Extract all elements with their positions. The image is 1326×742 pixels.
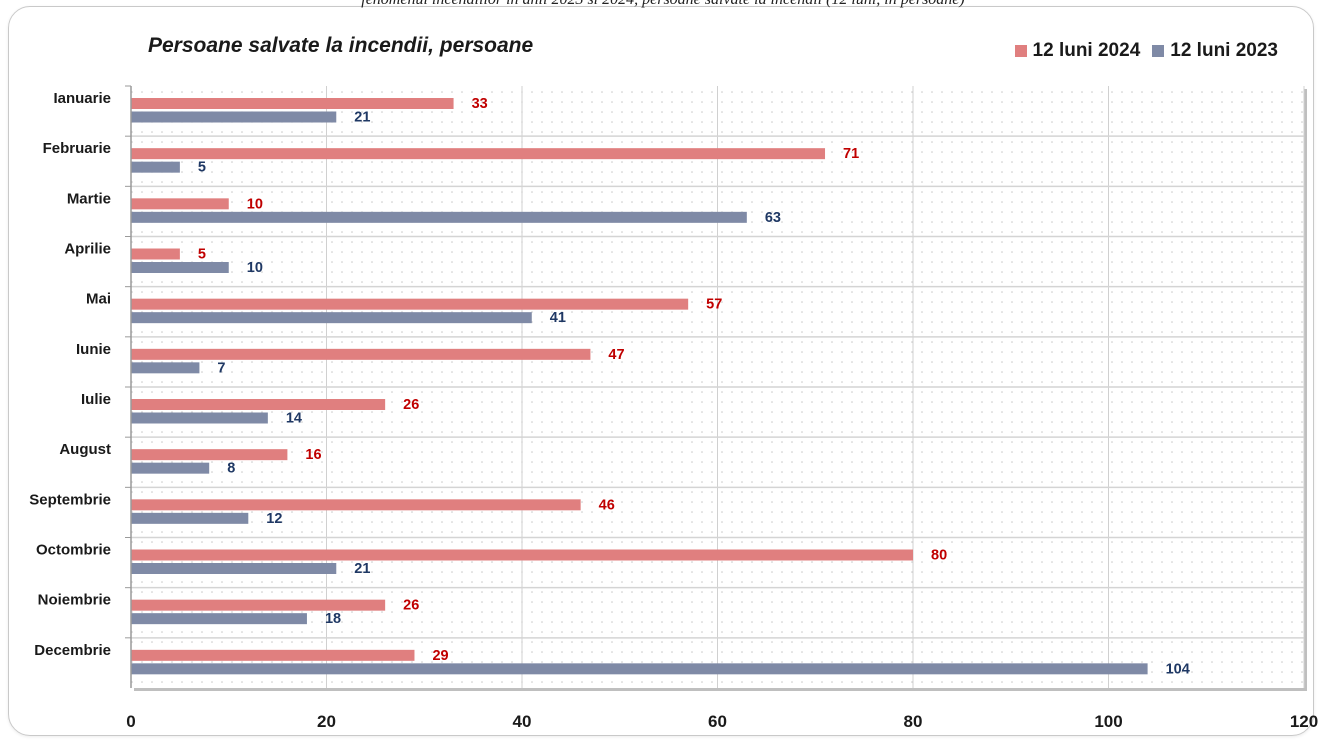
bar-2024: [131, 399, 386, 410]
bar-2023: [131, 262, 229, 273]
bar-2024: [131, 599, 386, 611]
y-category-label: Noiembrie: [38, 592, 111, 609]
y-category-label: Iunie: [76, 341, 111, 358]
bar-2023: [131, 512, 249, 524]
data-label-2023: 63: [765, 210, 781, 226]
bar-2024: [131, 649, 415, 661]
y-category-label: Octombrie: [36, 542, 111, 559]
data-label-2024: 71: [843, 146, 859, 162]
bar-2023: [131, 211, 747, 223]
x-tick-label: 20: [317, 712, 336, 731]
bar-2023: [131, 362, 200, 374]
bar-2023: [131, 462, 210, 474]
chart-legend: 12 luni 2024 12 luni 2023: [1003, 40, 1278, 62]
y-category-label: Februarie: [43, 140, 111, 157]
legend-item-2024: 12 luni 2024: [1014, 40, 1141, 62]
data-label-2024: 46: [599, 497, 615, 513]
bar-2024: [131, 449, 288, 461]
bar-2024: [131, 499, 581, 511]
data-label-2024: 26: [403, 598, 419, 614]
data-label-2024: 10: [247, 196, 263, 212]
data-label-2023: 18: [325, 611, 341, 627]
data-label-2024: 57: [706, 297, 722, 313]
y-category-label: August: [59, 441, 111, 458]
x-tick-label: 40: [513, 712, 532, 731]
legend-label-2023: 12 luni 2023: [1170, 40, 1278, 61]
y-category-label: Mai: [86, 291, 111, 308]
bar-2023: [131, 111, 337, 123]
legend-swatch-2023: [1152, 45, 1165, 57]
x-tick-label: 100: [1094, 712, 1122, 731]
y-category-label: Ianuarie: [53, 90, 111, 107]
y-category-label: Iulie: [81, 391, 111, 408]
legend-label-2024: 12 luni 2024: [1032, 40, 1141, 61]
page-topline: fenomenul incendiilor in anii 2023 si 20…: [0, 0, 1326, 9]
bar-2024: [131, 348, 591, 360]
data-label-2023: 8: [227, 461, 235, 477]
x-tick-label: 80: [904, 712, 923, 731]
bar-2024: [131, 148, 826, 160]
data-label-2024: 5: [198, 247, 206, 263]
bar-2023: [131, 663, 1148, 675]
data-label-2023: 10: [247, 260, 263, 276]
data-label-2023: 21: [354, 110, 370, 126]
data-label-2024: 16: [305, 447, 321, 463]
data-label-2023: 21: [354, 561, 370, 577]
x-tick-label: 120: [1290, 712, 1318, 731]
legend-swatch-2024: [1014, 45, 1027, 57]
bar-2024: [131, 298, 689, 310]
data-label-2023: 14: [286, 411, 302, 427]
bar-2024: [131, 98, 454, 109]
data-label-2024: 80: [931, 548, 947, 564]
data-label-2024: 47: [608, 347, 624, 363]
data-label-2023: 7: [217, 360, 225, 376]
data-label-2023: 41: [550, 310, 566, 326]
chart-frame: [8, 6, 1314, 736]
data-label-2024: 26: [403, 397, 419, 413]
chart-title: Persoane salvate la incendii, persoane: [148, 34, 534, 57]
x-tick-label: 60: [708, 712, 727, 731]
bar-2023: [131, 613, 307, 625]
y-category-label: Septembrie: [29, 491, 111, 508]
y-category-label: Aprilie: [64, 241, 111, 258]
bar-2024: [131, 549, 913, 561]
bar-2023: [131, 312, 532, 324]
y-category-label: Martie: [67, 190, 111, 207]
bar-2024: [131, 198, 229, 210]
legend-item-2023: 12 luni 2023: [1152, 40, 1278, 62]
data-label-2024: 29: [432, 648, 448, 664]
bar-2024: [131, 248, 180, 260]
data-label-2023: 5: [198, 160, 206, 176]
y-category-label: Decembrie: [34, 642, 111, 659]
bar-2023: [131, 412, 268, 424]
data-label-2024: 33: [472, 96, 488, 112]
bar-2023: [131, 161, 180, 173]
bar-2023: [131, 563, 337, 574]
data-label-2023: 104: [1166, 661, 1190, 677]
x-tick-label: 0: [126, 712, 135, 731]
data-label-2023: 12: [266, 511, 282, 527]
